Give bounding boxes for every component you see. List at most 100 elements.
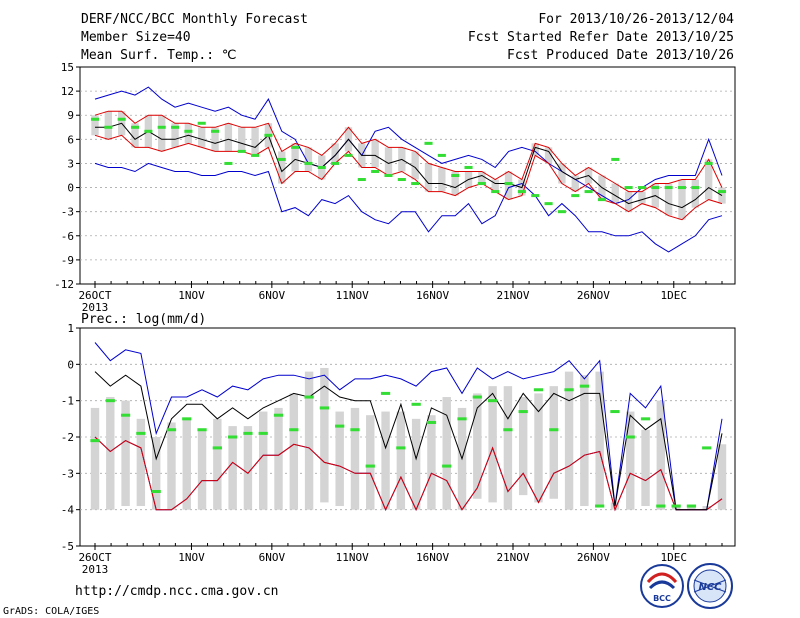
median-marker [437,153,446,157]
median-marker [304,161,313,165]
median-marker [105,399,115,403]
spread-box [691,179,699,208]
spread-box [384,147,393,176]
median-marker [664,186,673,190]
spread-box [424,163,433,192]
spread-box [182,418,191,510]
spread-box [304,371,314,510]
forecast-period: For 2013/10/26-2013/12/04 [538,12,734,27]
spread-box [488,386,497,503]
bcc-logo: BCC [640,564,684,608]
y-tick-label: 0 [67,358,74,371]
median-marker [304,395,314,399]
median-marker [396,446,406,450]
spread-box [580,375,589,507]
x-tick-label: 16NOV [416,289,449,302]
median-marker [637,186,646,190]
spread-box [104,111,113,140]
median-marker [610,410,620,414]
spread-box [198,127,206,148]
median-marker [691,186,700,190]
spread-box [638,191,646,204]
median-marker [350,428,360,432]
median-marker [451,174,460,177]
median-marker [243,431,253,435]
median-marker [166,428,177,432]
median-marker [503,428,513,432]
median-marker [335,424,345,428]
x-tick-label: 11NOV [336,551,369,564]
median-marker [411,182,420,186]
spread-box [335,411,344,507]
median-marker [237,149,246,153]
spread-box [704,159,713,200]
spread-box [411,418,421,510]
spread-box [213,418,222,510]
y-tick-label: -2 [61,431,74,444]
spread-box [611,183,619,204]
y-tick-label: 0 [67,182,74,195]
started-date: Fcst Started Refer Date 2013/10/25 [468,30,734,45]
spread-box [243,426,253,510]
x-tick-label: 26NOV [577,289,610,302]
median-marker [442,464,452,468]
spread-box [350,407,360,510]
spread-box [274,407,283,510]
spread-box [531,143,539,156]
spread-box [503,386,513,510]
high-series-line [94,110,723,193]
spread-box [687,506,696,510]
median-marker [611,157,620,161]
spread-box [184,123,193,144]
median-marker [291,145,300,149]
x-tick-label: 21NOV [496,289,529,302]
median-marker [317,165,326,169]
spread-box [278,151,286,184]
median-marker [197,121,206,125]
median-marker [144,129,153,133]
median-marker [426,420,437,424]
median-marker [184,129,193,133]
median-marker [371,169,380,173]
median-marker [651,186,660,190]
spread-box [451,171,459,196]
x-tick-label: 21NOV [496,551,529,564]
x-tick-label: 1NOV [178,551,205,564]
x-tick-label: 26OCT [78,551,111,564]
median-marker [151,490,161,493]
median-marker [472,395,482,399]
y-tick-label: 3 [67,157,74,170]
median-marker [504,182,513,186]
median-marker [557,210,566,214]
median-marker [171,125,180,129]
x-tick-label: 1DEC [661,289,688,302]
spread-box [396,411,406,510]
median-marker [517,190,526,194]
median-marker [595,504,605,508]
y-tick-label: 1 [67,322,74,335]
spread-box [251,127,259,156]
median-marker [491,190,500,194]
y-tick-label: -3 [61,467,74,480]
median-marker [117,117,126,121]
spread-box [438,167,446,192]
spread-box [211,127,219,152]
median-marker [424,141,433,145]
spread-box [366,415,375,510]
median-marker [90,117,100,121]
median-marker [344,153,353,157]
ncc-logo: NCC [687,563,733,609]
median-marker [704,161,713,165]
spread-box [595,371,604,507]
ncc-logo-text: NCC [698,582,722,593]
x-tick-label: 6NOV [259,289,286,302]
median-marker [584,190,593,194]
source-url[interactable]: http://cmdp.ncc.cma.gov.cn [75,584,279,599]
median-marker [136,431,146,435]
produced-date: Fcst Produced Date 2013/10/26 [507,48,734,63]
x-tick-year: 2013 [82,301,109,314]
spread-box [320,367,329,503]
median-marker [182,417,192,421]
